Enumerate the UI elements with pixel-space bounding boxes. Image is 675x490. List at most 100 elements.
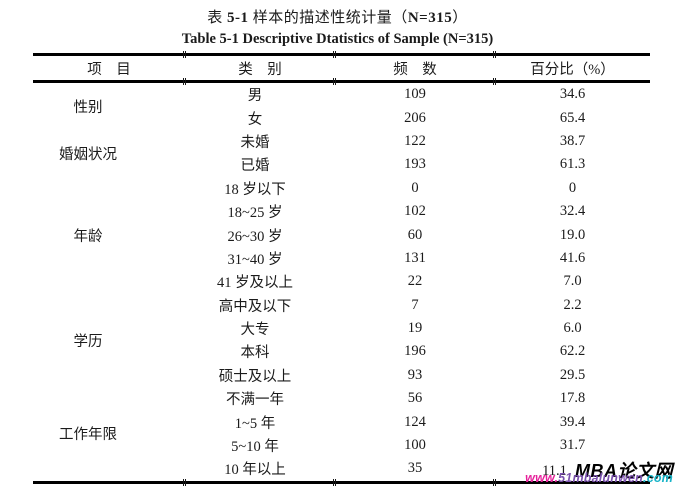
title-zh-prefix: 表: [207, 10, 228, 26]
frequency-cell: 0: [411, 179, 419, 196]
table-row: 本科 196 62.2: [33, 340, 650, 363]
header-category: 类 别: [185, 54, 335, 83]
category-cell: 未婚: [240, 134, 270, 151]
rule-tick: [183, 78, 186, 85]
table-row: 41 岁及以上 22 7.0: [33, 270, 650, 293]
table-title-en: Table 5-1 Descriptive Dtatistics of Samp…: [181, 31, 494, 47]
table-row: 31~40 岁 131 41.6: [33, 247, 650, 270]
table-row: 5~10 年 100 31.7: [33, 434, 650, 457]
category-cell: 高中及以下: [218, 298, 292, 315]
category-cell: 31~40 岁: [227, 251, 283, 268]
category-cell: 26~30 岁: [227, 228, 283, 245]
table-row: 已婚 193 61.3: [33, 153, 650, 176]
category-cell: 大专: [240, 322, 270, 339]
table-row: 26~30 岁 60 19.0: [33, 223, 650, 246]
category-cell: 18~25 岁: [227, 205, 283, 222]
frequency-cell: 100: [404, 437, 426, 454]
percentage-cell: 6.0: [563, 320, 582, 337]
frequency-cell: 196: [404, 343, 426, 360]
rule-tick: [333, 51, 336, 58]
percentage-cell: 29.5: [559, 366, 586, 383]
title-zh-paren-close: ）: [452, 10, 468, 26]
percentage-cell: 19.0: [559, 226, 586, 243]
watermark-url-domain: 51mbalunwen: [558, 471, 644, 485]
category-cell: 女: [247, 111, 263, 128]
rule-tick: [493, 479, 496, 486]
title-zh-number: 5-1: [227, 10, 249, 26]
percentage-cell: 2.2: [563, 296, 582, 313]
rule-tick: [183, 51, 186, 58]
category-cell: 1~5 年: [234, 415, 276, 432]
rule-tick: [493, 78, 496, 85]
percentage-cell: 61.3: [559, 156, 586, 173]
group-label: 婚姻状况: [59, 146, 117, 163]
percentage-cell: 31.7: [559, 437, 586, 454]
frequency-cell: 93: [407, 366, 423, 383]
table-row: 工作年限 不满一年 56 17.8: [33, 387, 650, 443]
frequency-cell: 60: [407, 226, 423, 243]
category-cell: 10 年以上: [224, 462, 286, 479]
category-cell: 5~10 年: [231, 439, 279, 456]
table-row: 1~5 年 124 39.4: [33, 410, 650, 433]
frequency-cell: 19: [407, 320, 423, 337]
percentage-cell: 17.8: [559, 390, 586, 407]
table-row: 硕士及以上 93 29.5: [33, 364, 650, 387]
title-zh-text: 样本的描述性统计量（: [248, 10, 408, 26]
frequency-cell: 124: [404, 413, 426, 430]
group-label: 性别: [73, 99, 103, 116]
frequency-cell: 122: [404, 132, 426, 149]
percentage-cell: 41.6: [559, 249, 586, 266]
frequency-cell: 206: [404, 109, 426, 126]
table-row: 大专 19 6.0: [33, 317, 650, 340]
percentage-cell: 62.2: [559, 343, 586, 360]
percentage-cell: 34.6: [559, 86, 586, 103]
table-row: 18~25 岁 102 32.4: [33, 200, 650, 223]
table-row: 婚姻状况 未婚 122 38.7: [33, 130, 650, 163]
frequency-cell: 22: [407, 273, 423, 290]
category-cell: 已婚: [240, 158, 270, 175]
statistics-table: 项 目 类 别 频 数 百分比（%） 性别 男 109 34.6 女 206 65.4 婚姻状…: [33, 53, 650, 484]
watermark-url: www.51mbalunwen.com: [525, 471, 673, 485]
rule-tick: [333, 78, 336, 85]
watermark-url-www: www.: [525, 471, 559, 485]
percentage-cell: 11.1: [542, 463, 567, 480]
table-title-zh: 表 5-1 样本的描述性统计量（N=315）: [0, 6, 675, 27]
frequency-cell: 102: [404, 203, 426, 220]
table-body: 性别 男 109 34.6 女 206 65.4 婚姻状况 未婚 122 38.7 已婚 193 61.3…: [33, 82, 650, 483]
percentage-cell: 7.0: [563, 273, 582, 290]
group-label: 学历: [73, 333, 103, 350]
category-cell: 不满一年: [226, 392, 284, 409]
frequency-cell: 193: [404, 156, 426, 173]
group-label: 工作年限: [59, 427, 117, 444]
group-label: 年龄: [73, 228, 103, 245]
table-row: 性别 男 109 34.6: [33, 82, 650, 116]
header-item: 项 目: [33, 54, 185, 83]
category-cell: 41 岁及以上: [216, 275, 294, 292]
table-row: 学历 高中及以下 7 2.2: [33, 294, 650, 350]
rule-tick: [183, 479, 186, 486]
percentage-cell: 39.4: [559, 413, 586, 430]
header-frequency: 频 数: [335, 54, 495, 83]
frequency-cell: 56: [407, 390, 423, 407]
category-cell: 本科: [240, 345, 270, 362]
percentage-cell: 38.7: [559, 132, 586, 149]
percentage-cell: 65.4: [559, 109, 586, 126]
header-percentage: 百分比（%）: [495, 54, 650, 83]
frequency-cell: 109: [404, 86, 426, 103]
watermark-brand: MBA论文网: [575, 461, 673, 481]
frequency-cell: 131: [404, 249, 426, 266]
category-cell: 硕士及以上: [218, 368, 292, 385]
category-cell: 男: [247, 88, 263, 105]
category-cell: 18 岁以下: [224, 181, 286, 198]
table-row: 10 年以上 35 11.1: [33, 457, 650, 482]
watermark-url-tld: .com: [643, 471, 673, 485]
percentage-cell: 0: [568, 179, 577, 196]
title-zh-sample-size: N=315: [407, 10, 453, 26]
table-row: 年龄 18 岁以下 0 0: [33, 177, 650, 245]
frequency-cell: 7: [411, 296, 419, 313]
frequency-cell: 35: [407, 460, 423, 477]
table-row: 女 206 65.4: [33, 106, 650, 129]
percentage-cell: 32.4: [559, 203, 586, 220]
rule-tick: [333, 479, 336, 486]
